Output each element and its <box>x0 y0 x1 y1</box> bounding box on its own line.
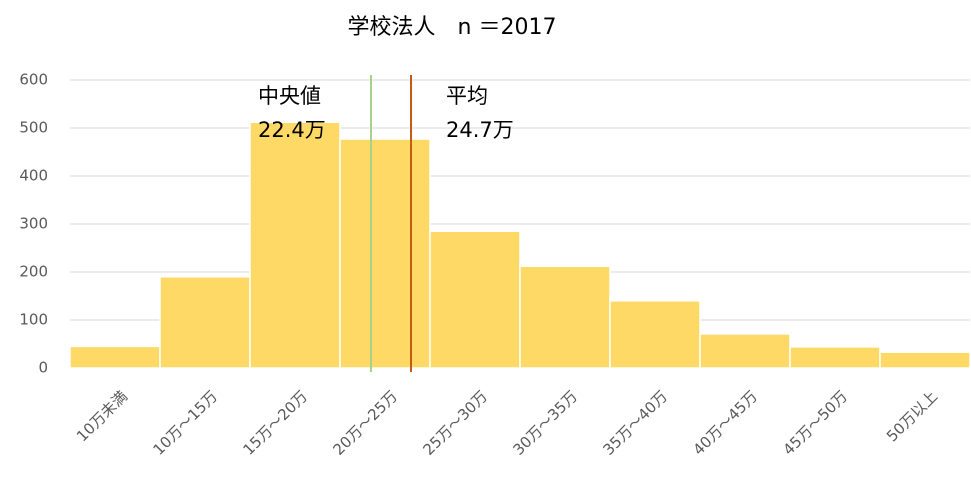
annotation-label: 中央値 <box>258 84 321 108</box>
x-tick-label: 20万～25万 <box>329 387 401 459</box>
x-tick-label: 40万～45万 <box>689 387 761 459</box>
x-tick-label: 45万～50万 <box>779 387 851 459</box>
y-tick-label: 500 <box>19 119 48 137</box>
bar <box>519 265 611 369</box>
annotation-value: 24.7万 <box>446 118 514 142</box>
bar <box>159 276 251 369</box>
x-tick-label: 10万～15万 <box>149 387 221 459</box>
bar <box>609 300 701 369</box>
bar <box>699 333 791 369</box>
annotation-value: 22.4万 <box>258 118 326 142</box>
x-tick-label: 30万～35万 <box>509 387 581 459</box>
x-tick-label: 35万～40万 <box>599 387 671 459</box>
y-tick-label: 100 <box>19 311 48 329</box>
bar <box>249 121 341 369</box>
y-tick-label: 400 <box>19 167 48 185</box>
y-tick-label: 300 <box>19 215 48 233</box>
bar <box>339 138 431 369</box>
chart-title: 学校法人 n ＝2017 <box>348 15 557 40</box>
x-tick-label: 25万～30万 <box>419 387 491 459</box>
y-tick-label: 0 <box>38 359 48 377</box>
bar <box>789 346 881 369</box>
x-tick-label: 50万以上 <box>883 387 941 445</box>
y-tick-label: 200 <box>19 263 48 281</box>
bar <box>69 345 161 369</box>
x-tick-label: 10万未満 <box>73 387 131 445</box>
bar <box>429 230 521 369</box>
bar <box>879 351 971 369</box>
x-tick-label: 15万～20万 <box>239 387 311 459</box>
annotation-label: 平均 <box>446 84 488 108</box>
y-tick-label: 600 <box>19 71 48 89</box>
